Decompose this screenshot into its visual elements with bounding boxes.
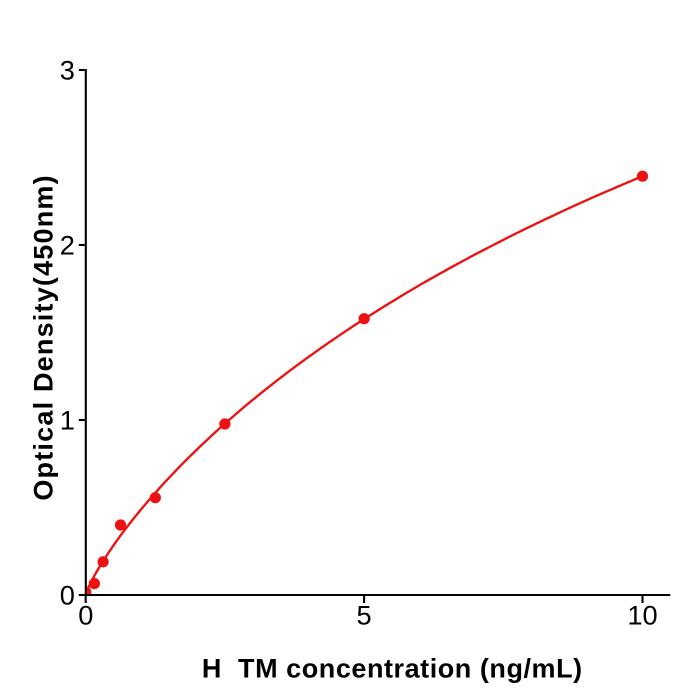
svg-text:Optical Density(450nm): Optical Density(450nm) [28,174,58,501]
svg-text:1: 1 [60,404,75,435]
svg-text:2: 2 [60,229,75,260]
svg-text:10: 10 [627,600,657,631]
svg-text:0: 0 [78,600,93,631]
svg-text:0: 0 [60,579,75,610]
svg-text:H TM concentration (ng/mL): H TM concentration (ng/mL) [202,654,583,684]
svg-text:3: 3 [60,54,75,85]
svg-text:5: 5 [357,600,372,631]
